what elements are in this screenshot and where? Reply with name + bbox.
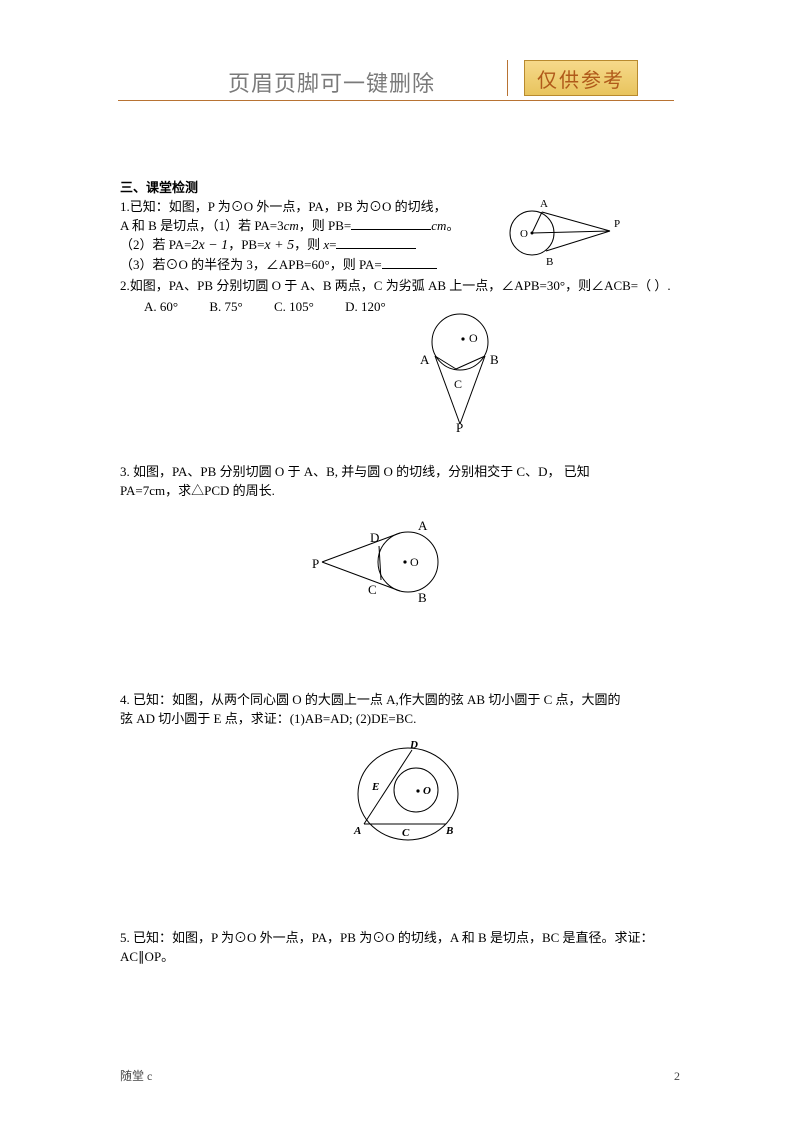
svg-text:D: D <box>370 530 379 545</box>
svg-text:B: B <box>418 590 427 605</box>
q5-line2: AC∥OP。 <box>120 947 680 966</box>
footer-left: 随堂 c <box>120 1067 152 1084</box>
svg-text:D: D <box>409 739 418 751</box>
q4-line2: 弦 AD 切小圆于 E 点，求证：(1)AB=AD; (2)DE=BC. <box>120 709 680 728</box>
svg-text:B: B <box>546 256 553 268</box>
footer-right: 2 <box>674 1069 680 1084</box>
header-stamp: 仅供参考 <box>524 60 638 96</box>
q2-opt-c[interactable]: C. 105° <box>274 297 314 316</box>
question-4: 4. 已知：如图，从两个同心圆 O 的大圆上一点 A,作大圆的弦 AB 切小圆于… <box>120 690 680 728</box>
question-5: 5. 已知：如图，P 为⊙O 外一点，PA，PB 为⊙O 的切线，A 和 B 是… <box>120 928 680 966</box>
svg-text:B: B <box>445 825 453 837</box>
svg-text:P: P <box>456 420 463 432</box>
question-3: 3. 如图，PA、PB 分别切圆 O 于 A、B, 并与圆 O 的切线，分别相交… <box>120 462 680 500</box>
blank-pb[interactable] <box>351 216 431 230</box>
q2-text: 2.如图，PA、PB 分别切圆 O 于 A、B 两点，C 为劣弧 AB 上一点，… <box>120 276 680 295</box>
q2-opt-d[interactable]: D. 120° <box>345 297 386 316</box>
svg-text:B: B <box>490 352 499 367</box>
q4-line1: 4. 已知：如图，从两个同心圆 O 的大圆上一点 A,作大圆的弦 AB 切小圆于… <box>120 690 680 709</box>
question-2: 2.如图，PA、PB 分别切圆 O 于 A、B 两点，C 为劣弧 AB 上一点，… <box>120 276 680 316</box>
figure-2: O A B C P <box>400 306 520 432</box>
blank-pa[interactable] <box>382 255 437 269</box>
svg-text:O: O <box>410 555 419 569</box>
header-rule <box>118 100 674 101</box>
q3-line1: 3. 如图，PA、PB 分别切圆 O 于 A、B, 并与圆 O 的切线，分别相交… <box>120 462 680 481</box>
svg-text:O: O <box>469 331 478 345</box>
svg-text:P: P <box>312 556 319 571</box>
page-header: 页眉页脚可一键删除 仅供参考 <box>0 58 800 102</box>
question-1: 1.已知：如图，P 为⊙O 外一点，PA，PB 为⊙O 的切线， A 和 B 是… <box>120 197 680 274</box>
svg-text:A: A <box>420 352 430 367</box>
svg-text:O: O <box>520 228 528 240</box>
q5-line1: 5. 已知：如图，P 为⊙O 外一点，PA，PB 为⊙O 的切线，A 和 B 是… <box>120 928 680 947</box>
figure-4: D E A C B O <box>346 738 474 854</box>
header-divider <box>507 60 508 96</box>
svg-text:C: C <box>368 582 377 597</box>
q2-opt-a[interactable]: A. 60° <box>144 297 178 316</box>
svg-text:A: A <box>418 518 428 533</box>
blank-x[interactable] <box>336 235 416 249</box>
svg-text:A: A <box>353 825 361 837</box>
svg-text:P: P <box>614 218 620 230</box>
q3-line2: PA=7cm，求△PCD 的周长. <box>120 481 680 500</box>
svg-text:O: O <box>423 785 431 797</box>
svg-text:C: C <box>454 377 462 391</box>
q2-opt-b[interactable]: B. 75° <box>209 297 242 316</box>
svg-text:E: E <box>371 781 379 793</box>
svg-text:C: C <box>402 827 410 839</box>
figure-1: A B O P <box>492 195 632 271</box>
svg-text:A: A <box>540 198 548 210</box>
figure-3: A B D C P O <box>310 516 460 612</box>
page-content: 三、课堂检测 1.已知：如图，P 为⊙O 外一点，PA，PB 为⊙O 的切线， … <box>120 178 680 966</box>
header-text: 页眉页脚可一键删除 <box>228 66 435 98</box>
